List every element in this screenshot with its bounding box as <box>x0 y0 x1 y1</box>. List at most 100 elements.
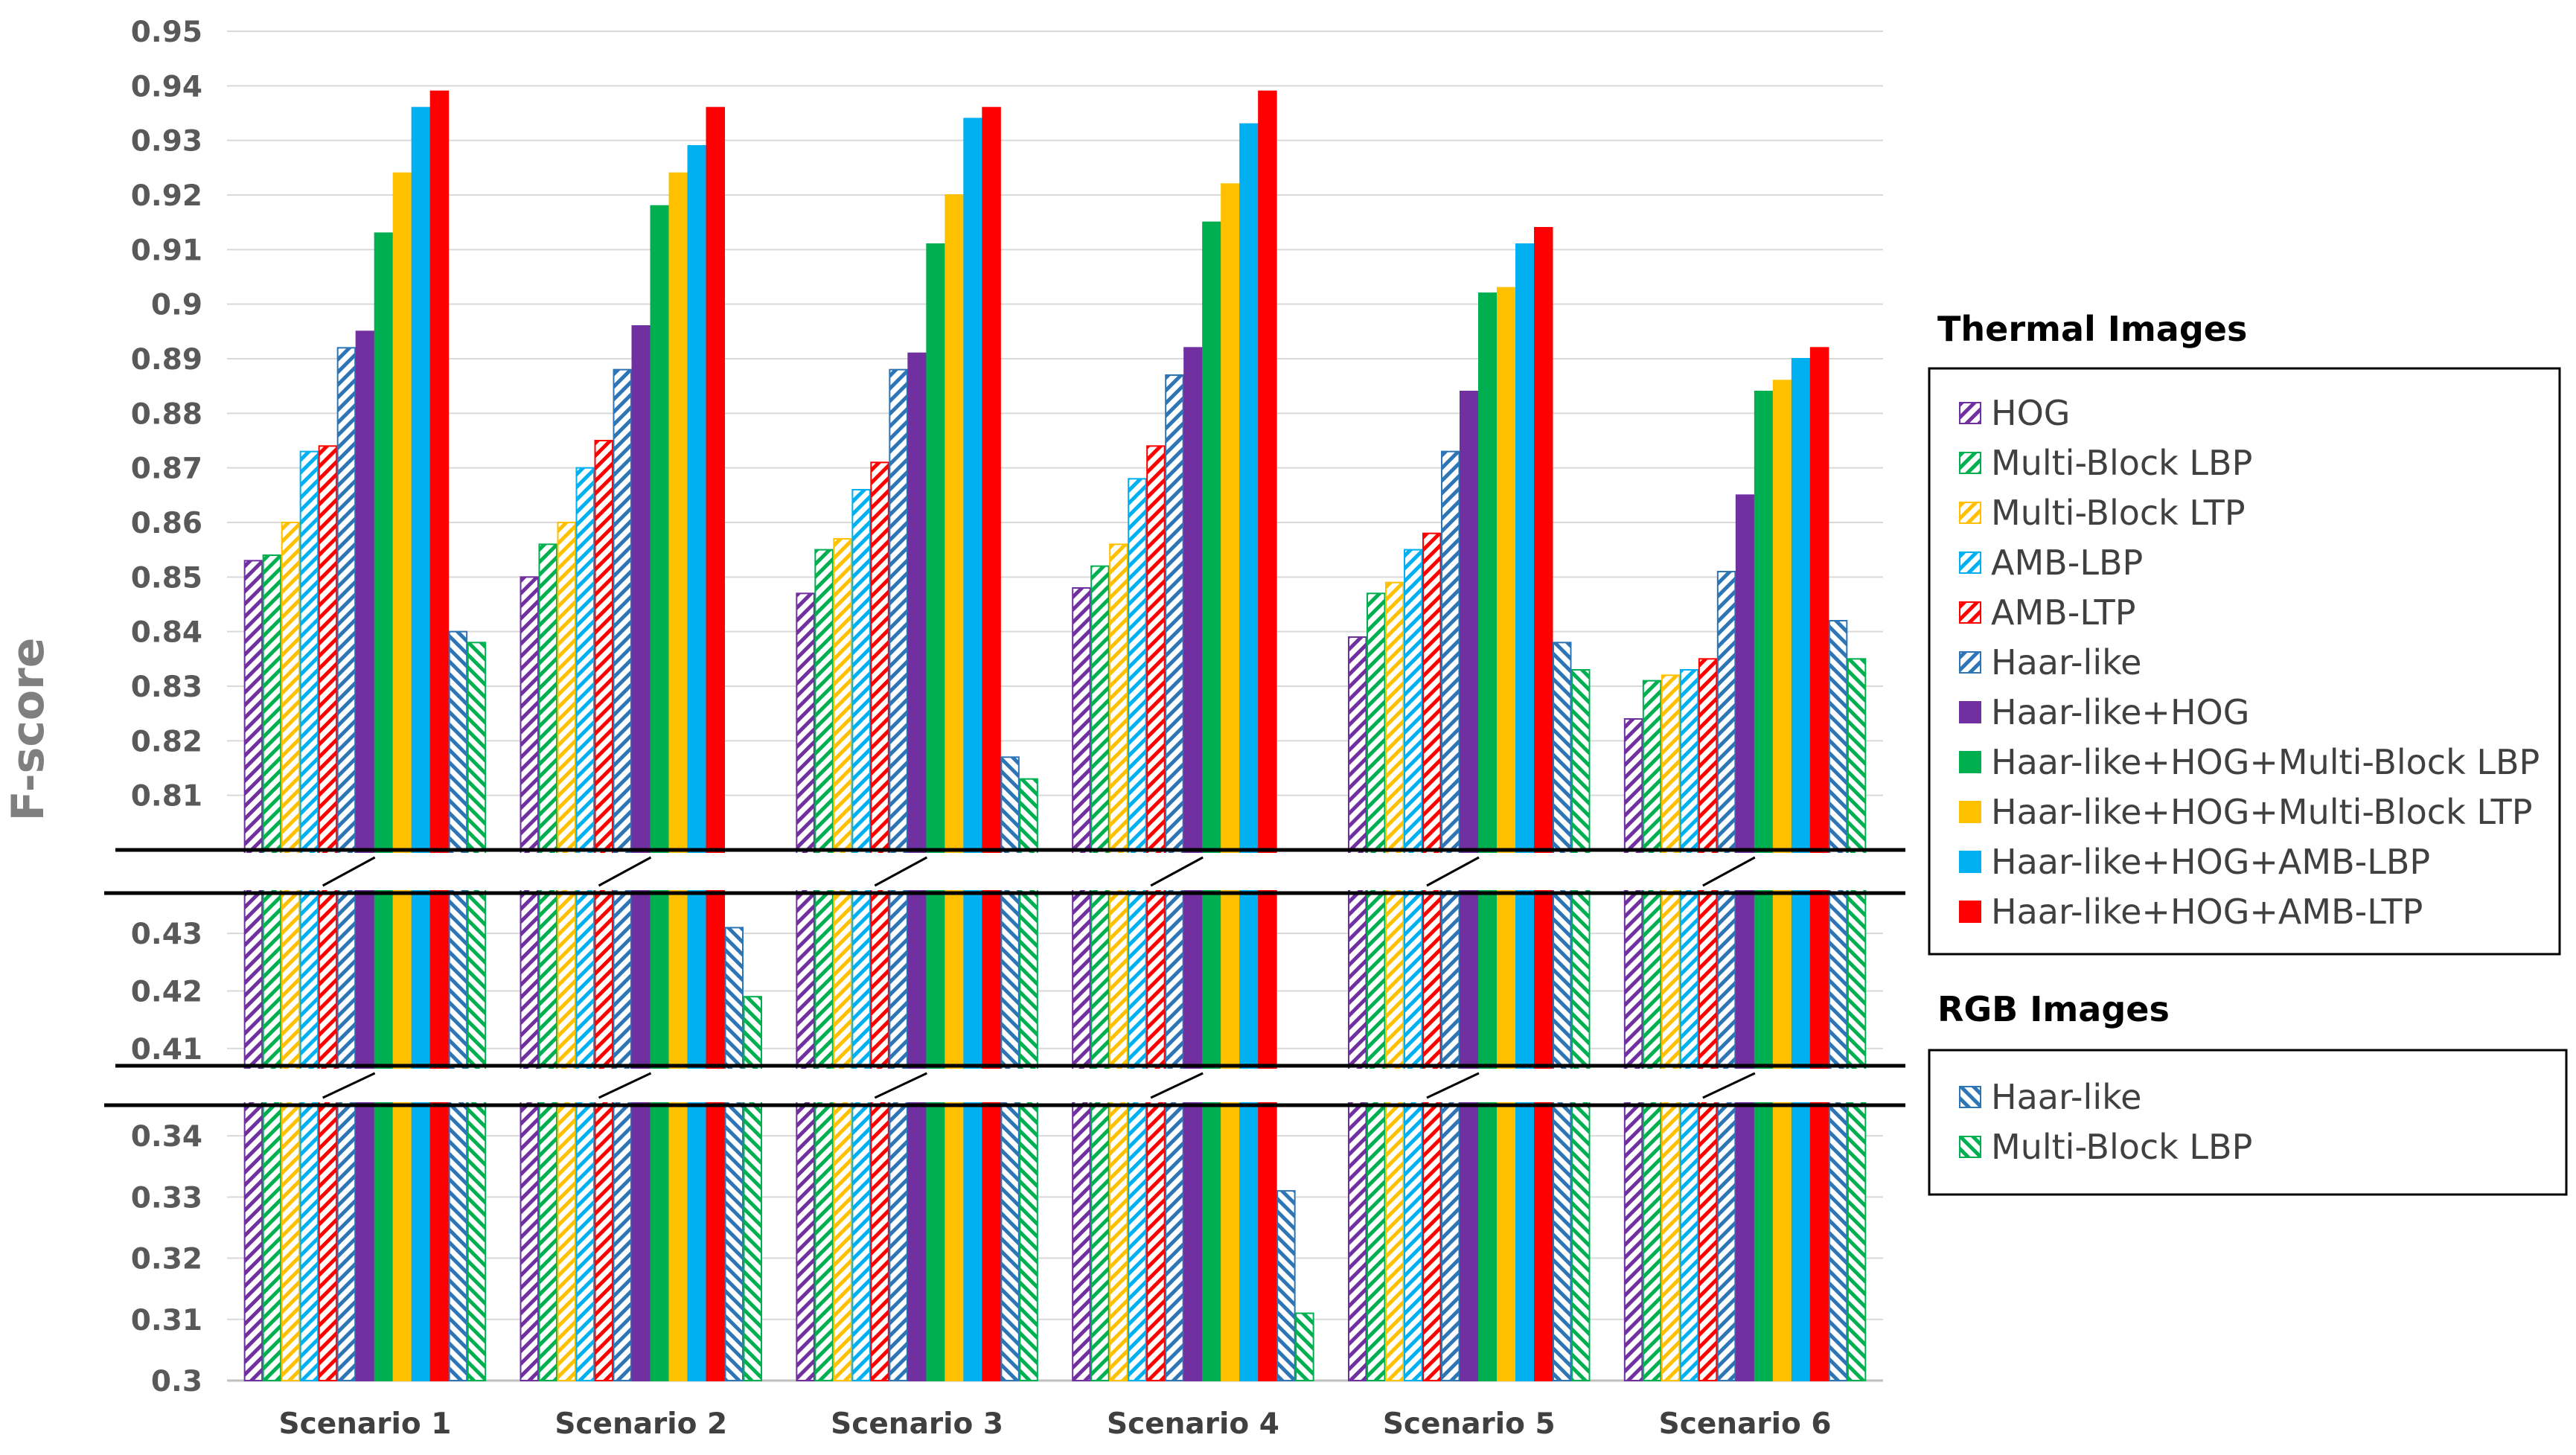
break-slash <box>1426 856 1480 887</box>
gridlines <box>227 31 1883 1382</box>
legend-swatch <box>1959 701 1981 723</box>
break-slash <box>598 1072 652 1099</box>
axis-breaks <box>104 848 1905 1107</box>
y-tick-label: 0.92 <box>131 179 202 213</box>
bar-haar-like-6 <box>1828 620 1848 1381</box>
break-slash <box>1702 1072 1756 1099</box>
bar-haar-like-hog-multi-block-lbp-4 <box>1202 221 1221 1382</box>
y-tick-label: 0.42 <box>131 975 202 1008</box>
break-slash <box>1150 1072 1204 1099</box>
bar-hog-1 <box>243 560 263 1381</box>
y-tick-label: 0.82 <box>131 725 202 758</box>
break-slash <box>322 856 376 887</box>
bar-amb-ltp-6 <box>1698 658 1718 1381</box>
break-slash <box>598 856 652 887</box>
bar-multi-block-ltp-5 <box>1385 581 1404 1382</box>
y-tick-label: 0.84 <box>131 616 202 650</box>
bar-amb-lbp-3 <box>851 489 871 1381</box>
legend-label: Haar-like+HOG+Multi-Block LBP <box>1991 742 2540 782</box>
bar-haar-like-hog-amb-lbp-1 <box>411 106 431 1382</box>
bar-multi-block-lbp-1 <box>262 554 282 1381</box>
bar-multi-block-lbp-4 <box>1090 565 1110 1382</box>
bar-multi-block-lbp-6 <box>1642 679 1662 1381</box>
bar-haar-like-hog-multi-block-ltp-3 <box>945 194 964 1381</box>
bar-multi-block-lbp-3 <box>814 549 834 1382</box>
legend-box <box>1928 1049 2568 1196</box>
legend-group-title: Thermal Images <box>1937 309 2247 349</box>
bar-multi-block-lbp-2 <box>538 543 557 1381</box>
bar-amb-ltp-4 <box>1146 445 1166 1381</box>
bar-haar-like-hog-amb-lbp-3 <box>963 118 982 1381</box>
legend-label: Haar-like+HOG+Multi-Block LTP <box>1991 792 2533 832</box>
y-tick-label: 0.88 <box>131 397 202 431</box>
y-tick-label: 0.86 <box>131 507 202 540</box>
legend-box <box>1928 367 2561 956</box>
legend-swatch <box>1959 801 1981 823</box>
y-tick-label: 0.87 <box>131 453 202 486</box>
legend-swatch <box>1959 901 1981 923</box>
bar-amb-lbp-1 <box>299 450 319 1382</box>
legend-swatch <box>1959 751 1981 773</box>
bar-multi-block-ltp-3 <box>833 538 852 1381</box>
bar-haar-like-hog-multi-block-ltp-4 <box>1221 183 1240 1381</box>
bar-haar-like-hog-multi-block-lbp-1 <box>374 232 394 1381</box>
bar-amb-lbp-4 <box>1128 478 1147 1381</box>
y-tick-label: 0.31 <box>131 1304 202 1337</box>
y-tick-label: 0.89 <box>131 343 202 377</box>
legend-label: Multi-Block LBP <box>1991 443 2252 483</box>
bar-haar-like-hog-amb-ltp-3 <box>982 106 1001 1382</box>
legend-label: Multi-Block LBP <box>1991 1127 2252 1167</box>
bar-multi-block-lbp-6 <box>1847 658 1867 1381</box>
bar-amb-ltp-2 <box>594 440 613 1381</box>
break-slash <box>1702 856 1756 887</box>
bar-haar-like-5 <box>1553 642 1572 1381</box>
legend-swatch <box>1959 1086 1981 1108</box>
bar-haar-like-hog-amb-ltp-1 <box>429 90 450 1382</box>
y-tick-label: 0.34 <box>131 1120 202 1154</box>
bar-hog-6 <box>1623 718 1643 1381</box>
bar-amb-ltp-1 <box>318 445 338 1381</box>
bar-hog-2 <box>520 576 539 1381</box>
bar-haar-like-hog-amb-ltp-2 <box>706 106 725 1382</box>
legend-swatch <box>1959 502 1981 524</box>
bar-haar-like-hog-amb-lbp-2 <box>687 145 706 1381</box>
bar-multi-block-ltp-2 <box>557 522 576 1381</box>
bar-multi-block-lbp-1 <box>467 642 487 1381</box>
bar-haar-like-hog-multi-block-ltp-5 <box>1497 287 1516 1382</box>
x-category-label: Scenario 5 <box>1383 1407 1556 1441</box>
axis-break-gap <box>223 1069 1887 1102</box>
legend: Thermal Images HOG Multi-Block LBP Multi-Bl… <box>1928 309 2568 1196</box>
x-category-label: Scenario 3 <box>831 1407 1003 1441</box>
break-slash <box>1426 1072 1480 1099</box>
bar-multi-block-lbp-2 <box>743 996 762 1381</box>
y-tick-labels: 0.3 0.31 0.32 0.33 0.34 0.41 0.42 0.43 0.81 0.82 0… <box>131 16 202 1398</box>
y-tick-label: 0.95 <box>131 16 202 49</box>
bar-multi-block-lbp-4 <box>1295 1312 1314 1381</box>
y-tick-label: 0.91 <box>131 234 202 267</box>
bar-amb-ltp-3 <box>870 461 889 1381</box>
legend-swatch <box>1959 651 1981 674</box>
x-category-labels: Scenario 1 Scenario 2 Scenario 3 Scenario 4… <box>278 1407 1831 1441</box>
legend-swatch <box>1959 851 1981 873</box>
bar-amb-lbp-5 <box>1404 549 1423 1382</box>
bar-haar-like-1 <box>448 630 468 1381</box>
x-category-label: Scenario 6 <box>1659 1407 1832 1441</box>
bar-haar-like-2 <box>724 927 744 1381</box>
bar-haar-like-hog-6 <box>1735 494 1755 1381</box>
break-slash <box>1150 856 1204 887</box>
legend-label: Haar-like+HOG+AMB-LTP <box>1991 892 2423 932</box>
y-tick-label: 0.94 <box>131 70 202 103</box>
bar-amb-lbp-2 <box>575 467 595 1382</box>
y-tick-label: 0.3 <box>151 1365 202 1398</box>
bar-haar-like-hog-amb-ltp-4 <box>1258 90 1277 1382</box>
legend-swatch <box>1959 402 1981 424</box>
x-category-label: Scenario 4 <box>1107 1407 1279 1441</box>
legend-group-title: RGB Images <box>1937 989 2170 1029</box>
bar-hog-4 <box>1072 587 1091 1381</box>
legend-label: Multi-Block LTP <box>1991 493 2246 533</box>
bar-haar-like-5 <box>1441 450 1460 1382</box>
y-tick-label: 0.85 <box>131 561 202 595</box>
bar-hog-3 <box>796 592 815 1381</box>
y-tick-label: 0.33 <box>131 1181 202 1215</box>
